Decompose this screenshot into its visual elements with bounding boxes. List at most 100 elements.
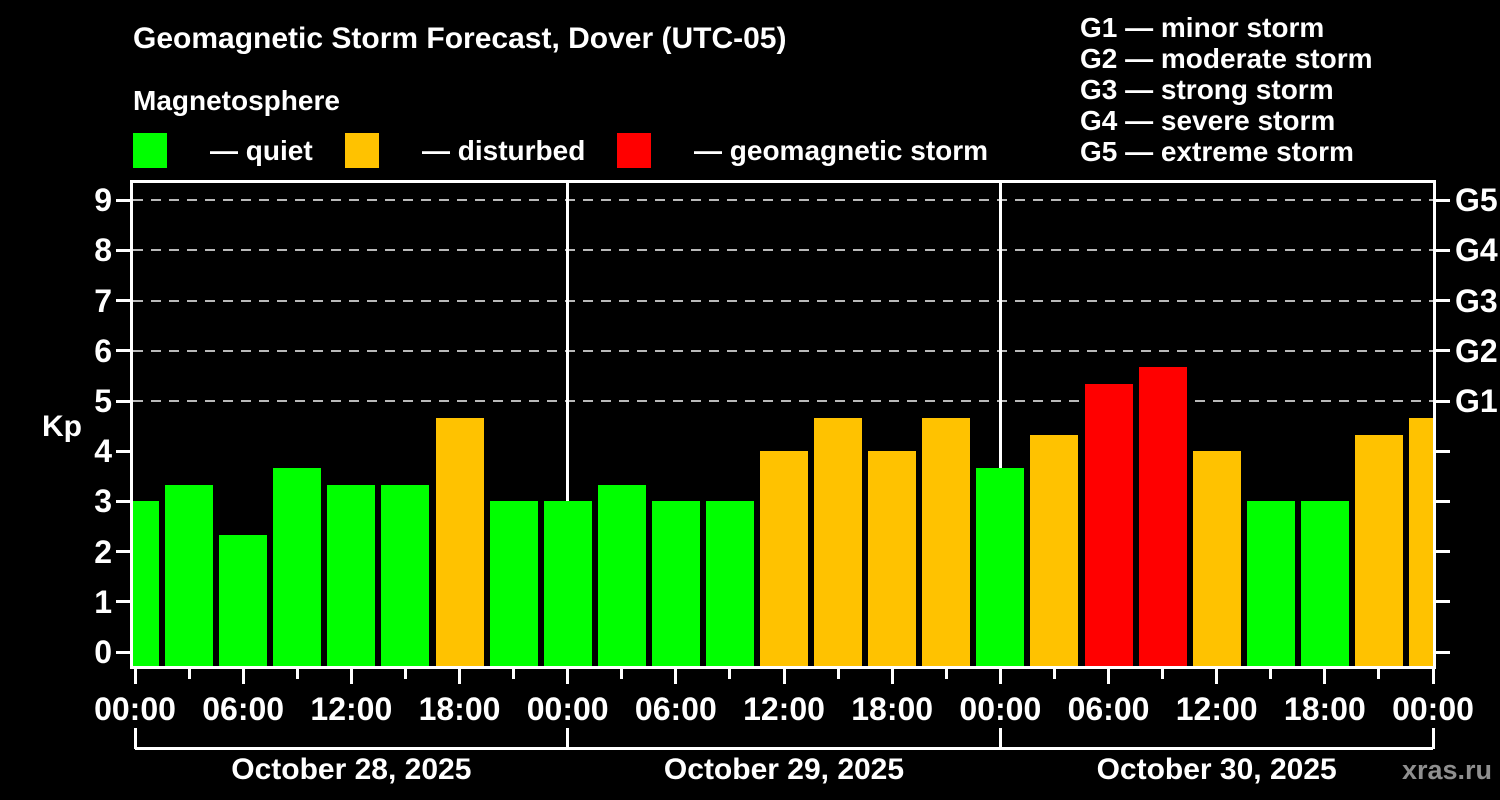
x-axis-tick-72h bbox=[1431, 669, 1435, 684]
kp-bar-h3 bbox=[165, 484, 214, 666]
y-axis-tick-right-5 bbox=[1436, 399, 1450, 403]
x-axis-tick-39h bbox=[836, 669, 840, 679]
kp-bar-h18 bbox=[435, 417, 484, 666]
y-axis-label-6: 6 bbox=[94, 332, 112, 369]
kp-bar-h63 bbox=[1246, 501, 1295, 666]
y-axis-tick-left-8 bbox=[116, 248, 130, 252]
date-label-2: October 30, 2025 bbox=[1096, 753, 1337, 786]
y-axis-tick-right-6 bbox=[1436, 349, 1450, 353]
y-axis-tick-right-4 bbox=[1436, 449, 1450, 453]
y-axis-tick-right-0 bbox=[1436, 650, 1450, 654]
x-axis-time-label-5: 06:00 bbox=[634, 691, 717, 727]
date-label-1: October 29, 2025 bbox=[663, 753, 905, 786]
y-axis-label-8: 8 bbox=[94, 232, 112, 269]
y-axis-tick-left-7 bbox=[116, 299, 130, 303]
x-axis-tick-12h bbox=[349, 669, 353, 684]
x-axis-tick-6h bbox=[241, 669, 245, 684]
x-axis-tick-63h bbox=[1269, 669, 1273, 679]
x-axis-time-label-2: 12:00 bbox=[310, 691, 393, 727]
g-legend-line-3: G3 — strong storm bbox=[1080, 74, 1334, 105]
date-bracket-tick-1 bbox=[566, 728, 570, 749]
y-axis-tick-right-2 bbox=[1436, 550, 1450, 554]
legend-swatch-storm bbox=[617, 133, 651, 168]
y-axis-tick-left-1 bbox=[116, 600, 130, 604]
x-axis-tick-18h bbox=[458, 669, 461, 684]
y-axis-tick-right-8 bbox=[1436, 248, 1450, 252]
x-axis-time-label-4: 00:00 bbox=[526, 691, 609, 727]
x-axis-tick-69h bbox=[1377, 669, 1381, 679]
g-legend-line-4: G4 — severe storm bbox=[1080, 105, 1336, 136]
x-axis-tick-9h bbox=[295, 669, 299, 679]
kp-bar-h30 bbox=[651, 501, 700, 666]
x-axis-time-label-9: 06:00 bbox=[1067, 691, 1150, 727]
date-bracket-line bbox=[135, 747, 1433, 750]
x-axis-tick-33h bbox=[728, 669, 732, 679]
x-axis-tick-3h bbox=[187, 669, 191, 679]
kp-bar-h60 bbox=[1192, 451, 1241, 666]
y-axis-label-7: 7 bbox=[94, 282, 112, 319]
x-axis-tick-36h bbox=[782, 669, 786, 684]
x-axis-tick-27h bbox=[620, 669, 624, 679]
legend-label-storm: — geomagnetic storm bbox=[694, 134, 989, 166]
plot-area bbox=[133, 183, 1433, 666]
day-separator-h24 bbox=[566, 183, 570, 666]
x-axis-tick-0h bbox=[133, 669, 137, 684]
g-scale-label-G1: G1 bbox=[1455, 383, 1498, 419]
g-legend-line-5: G5 — extreme storm bbox=[1080, 136, 1354, 167]
g-scale-label-G3: G3 bbox=[1455, 282, 1498, 319]
kp-bar-h27 bbox=[597, 484, 646, 666]
chart-subtitle: Magnetosphere bbox=[133, 85, 340, 116]
kp-bar-h0 bbox=[133, 501, 159, 666]
y-axis-tick-right-1 bbox=[1436, 600, 1450, 604]
y-axis-tick-left-5 bbox=[116, 399, 130, 403]
legend-item-quiet: — quiet bbox=[133, 133, 313, 168]
x-axis-tick-48h bbox=[998, 669, 1002, 684]
y-axis-tick-left-2 bbox=[116, 550, 130, 554]
x-axis-time-label-12: 00:00 bbox=[1392, 691, 1474, 727]
x-axis-tick-57h bbox=[1161, 669, 1165, 679]
x-axis-time-label-1: 06:00 bbox=[202, 691, 285, 727]
x-axis-time-label-3: 18:00 bbox=[418, 691, 501, 727]
y-axis-label-0: 0 bbox=[94, 634, 112, 670]
legend-item-storm: — geomagnetic storm bbox=[617, 133, 988, 168]
kp-bar-h36 bbox=[760, 451, 808, 666]
date-bracket-tick-2 bbox=[998, 728, 1002, 749]
kp-gridline-6 bbox=[133, 349, 1433, 352]
x-axis-tick-30h bbox=[674, 669, 678, 684]
g-scale-label-G5: G5 bbox=[1455, 182, 1498, 219]
legend-swatch-quiet bbox=[133, 133, 167, 168]
legend-label-disturbed: — disturbed bbox=[422, 134, 586, 166]
y-axis-tick-right-9 bbox=[1436, 198, 1450, 202]
date-bracket-tick-3 bbox=[1431, 728, 1435, 749]
g-legend-line-2: G2 — moderate storm bbox=[1080, 43, 1373, 74]
day-separator-h48 bbox=[998, 183, 1002, 666]
x-axis-tick-24h bbox=[566, 669, 570, 684]
x-axis-time-label-10: 12:00 bbox=[1175, 691, 1258, 727]
y-axis-label-9: 9 bbox=[94, 182, 112, 219]
kp-bar-h48 bbox=[976, 467, 1025, 666]
g-scale-label-G4: G4 bbox=[1455, 232, 1498, 269]
legend-swatch-disturbed bbox=[345, 133, 379, 168]
legend-label-quiet: — quiet bbox=[210, 134, 313, 166]
x-axis-tick-66h bbox=[1323, 669, 1327, 684]
y-axis-tick-left-9 bbox=[116, 198, 130, 202]
kp-bar-h54 bbox=[1084, 384, 1133, 666]
y-axis-tick-left-6 bbox=[116, 349, 130, 353]
kp-gridline-9 bbox=[133, 199, 1433, 202]
x-axis-time-label-7: 18:00 bbox=[851, 691, 934, 727]
kp-bar-h24 bbox=[543, 501, 592, 666]
y-axis-tick-right-3 bbox=[1436, 499, 1450, 503]
y-axis-tick-left-4 bbox=[116, 449, 130, 453]
kp-bar-h72 bbox=[1409, 417, 1433, 666]
status-legend: — quiet — disturbed — geomagnetic storm bbox=[0, 133, 1100, 168]
kp-bar-h12 bbox=[327, 484, 376, 666]
kp-bar-h21 bbox=[489, 501, 538, 666]
plot-border bbox=[130, 180, 1436, 669]
date-label-0: October 28, 2025 bbox=[231, 753, 472, 786]
x-axis-tick-60h bbox=[1215, 669, 1219, 684]
kp-gridline-8 bbox=[133, 249, 1433, 252]
kp-bar-h57 bbox=[1138, 367, 1187, 666]
kp-gridline-7 bbox=[133, 299, 1433, 302]
x-axis-tick-51h bbox=[1052, 669, 1056, 679]
kp-bar-h45 bbox=[922, 417, 971, 666]
